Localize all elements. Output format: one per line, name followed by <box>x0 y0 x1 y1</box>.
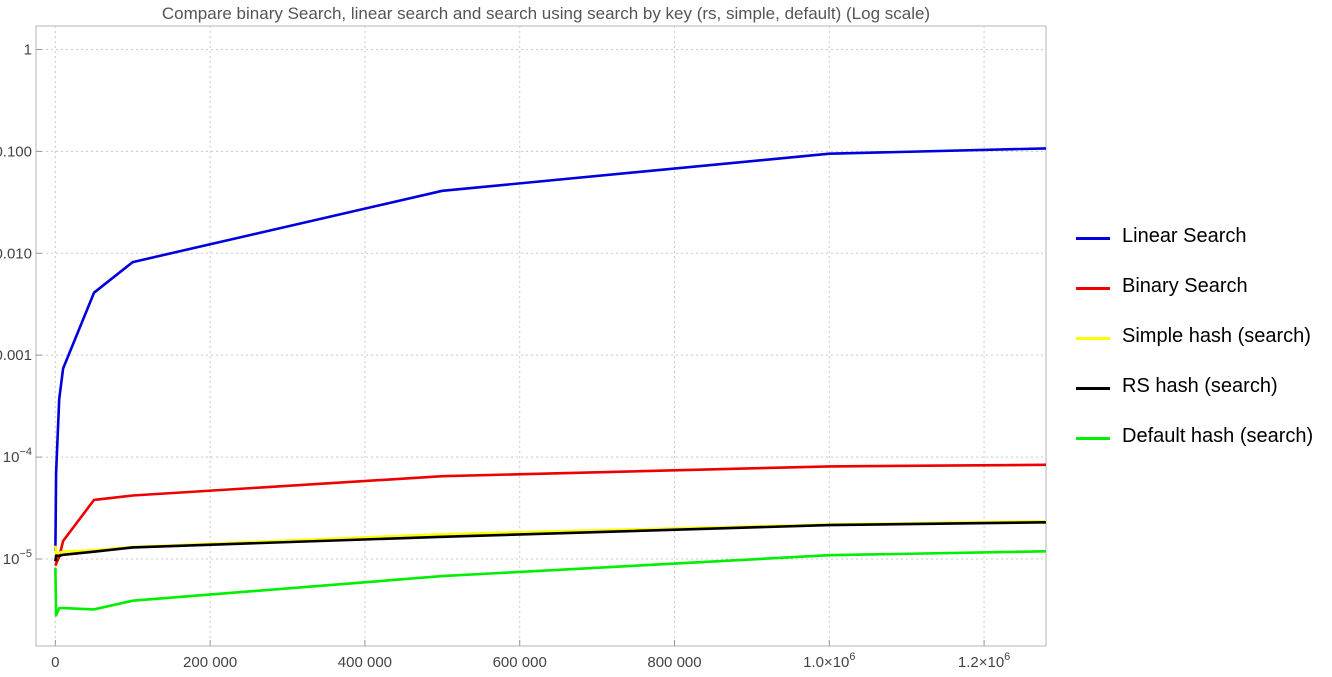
legend-item-linear-search: Linear Search <box>1076 225 1332 275</box>
legend-item-default-hash: Default hash (search) <box>1076 425 1332 475</box>
legend-swatch <box>1076 337 1110 340</box>
legend-swatch <box>1076 387 1110 390</box>
legend-swatch <box>1076 437 1110 440</box>
legend-label: RS hash (search) <box>1122 375 1278 397</box>
plot-frame <box>35 25 1047 647</box>
legend-label: Simple hash (search) <box>1122 325 1311 347</box>
series-line-binary-search <box>54 463 1047 567</box>
legend: Linear Search Binary Search Simple hash … <box>1076 225 1332 475</box>
series-line-linear-search <box>54 147 1047 551</box>
y-tick-label: 10−4 <box>3 446 32 466</box>
x-tick-label: 1.2×106 <box>958 651 1010 671</box>
series-line-rs-hash-search <box>54 521 1047 562</box>
y-tick-label: 0.010 <box>0 245 32 262</box>
x-tick-label: 1.0×106 <box>803 651 855 671</box>
legend-item-simple-hash: Simple hash (search) <box>1076 325 1332 375</box>
legend-label: Binary Search <box>1122 275 1248 297</box>
y-tick-label: 1 <box>24 41 32 58</box>
chart-title: Compare binary Search, linear search and… <box>161 4 931 23</box>
series-line-default-hash-search <box>54 550 1047 617</box>
x-tick-label: 0 <box>51 654 59 671</box>
legend-swatch <box>1076 237 1110 240</box>
x-tick-label: 400 000 <box>338 654 392 671</box>
legend-label: Default hash (search) <box>1122 425 1314 447</box>
y-tick-label: 0.001 <box>0 347 32 364</box>
axis-ticks: 0 200 000 400 000 600 000 800 000 1.0×106 1.2×… <box>0 41 1010 671</box>
x-tick-label: 800 000 <box>647 654 701 671</box>
series-line-simple-hash-search <box>54 519 1047 556</box>
x-tick-label: 600 000 <box>493 654 547 671</box>
y-tick-label: 0.100 <box>0 143 32 160</box>
series-lines <box>54 147 1047 617</box>
line-chart: 0 200 000 400 000 600 000 800 000 1.0×106 1.2×… <box>0 25 1047 671</box>
x-tick-label: 200 000 <box>183 654 237 671</box>
legend-swatch <box>1076 287 1110 290</box>
legend-item-rs-hash: RS hash (search) <box>1076 375 1332 425</box>
legend-label: Linear Search <box>1122 225 1247 247</box>
legend-item-binary-search: Binary Search <box>1076 275 1332 325</box>
y-tick-label: 10−5 <box>3 548 32 568</box>
